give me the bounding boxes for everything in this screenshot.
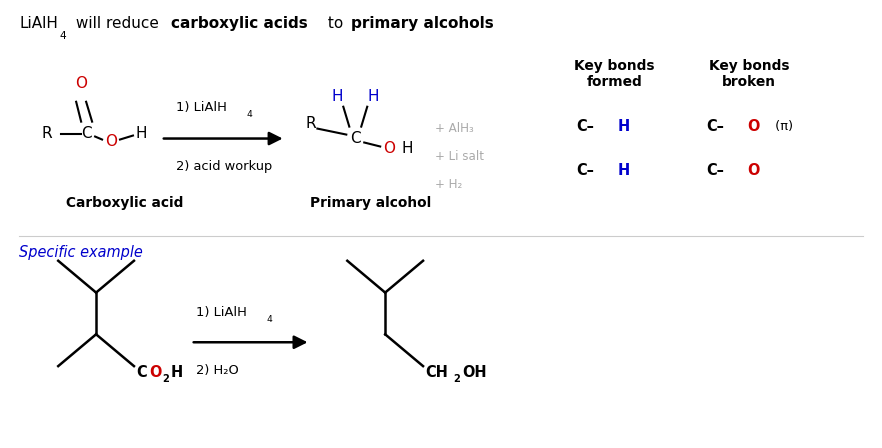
Text: OH: OH bbox=[462, 365, 487, 379]
Text: (π): (π) bbox=[771, 120, 793, 133]
Text: Carboxylic acid: Carboxylic acid bbox=[66, 196, 183, 210]
Text: 4: 4 bbox=[59, 31, 66, 41]
Text: C–: C– bbox=[706, 163, 724, 178]
Text: C: C bbox=[81, 126, 92, 141]
Text: 1) LiAlH: 1) LiAlH bbox=[196, 306, 247, 319]
Text: O: O bbox=[383, 141, 395, 156]
Text: 2) acid workup: 2) acid workup bbox=[176, 160, 272, 173]
Text: to: to bbox=[324, 16, 348, 31]
Text: R: R bbox=[41, 126, 52, 141]
Text: 2: 2 bbox=[453, 374, 460, 384]
Text: 2) H₂O: 2) H₂O bbox=[196, 364, 238, 377]
Text: Specific example: Specific example bbox=[19, 246, 143, 260]
Text: carboxylic acids: carboxylic acids bbox=[171, 16, 308, 31]
Text: will reduce: will reduce bbox=[71, 16, 164, 31]
Text: O: O bbox=[149, 365, 161, 379]
Text: LiAlH: LiAlH bbox=[19, 16, 58, 31]
Text: CH: CH bbox=[425, 365, 448, 379]
Text: H: H bbox=[332, 89, 343, 104]
Text: C–: C– bbox=[706, 119, 724, 134]
Text: + Li salt: + Li salt bbox=[435, 150, 484, 163]
Text: H: H bbox=[135, 126, 146, 141]
Text: C: C bbox=[350, 131, 361, 146]
Text: 4: 4 bbox=[247, 110, 252, 119]
Text: O: O bbox=[75, 76, 87, 91]
Text: R: R bbox=[305, 116, 316, 131]
Text: C–: C– bbox=[577, 163, 594, 178]
Text: O: O bbox=[747, 163, 759, 178]
Text: H: H bbox=[171, 365, 183, 379]
Text: C–: C– bbox=[577, 119, 594, 134]
Text: primary alcohols: primary alcohols bbox=[351, 16, 494, 31]
Text: H: H bbox=[368, 89, 379, 104]
Text: C: C bbox=[136, 365, 146, 379]
Text: H: H bbox=[401, 141, 413, 156]
Text: 1) LiAlH: 1) LiAlH bbox=[176, 101, 227, 114]
Text: 2: 2 bbox=[162, 374, 168, 384]
Text: Primary alcohol: Primary alcohol bbox=[310, 196, 431, 210]
Text: + AlH₃: + AlH₃ bbox=[435, 122, 474, 135]
Text: O: O bbox=[747, 119, 759, 134]
Text: Key bonds
broken: Key bonds broken bbox=[709, 59, 789, 89]
Text: Key bonds
formed: Key bonds formed bbox=[574, 59, 654, 89]
Text: 4: 4 bbox=[266, 315, 273, 324]
Text: + H₂: + H₂ bbox=[435, 178, 462, 191]
Text: O: O bbox=[105, 134, 117, 149]
Text: H: H bbox=[617, 119, 630, 134]
Text: H: H bbox=[617, 163, 630, 178]
